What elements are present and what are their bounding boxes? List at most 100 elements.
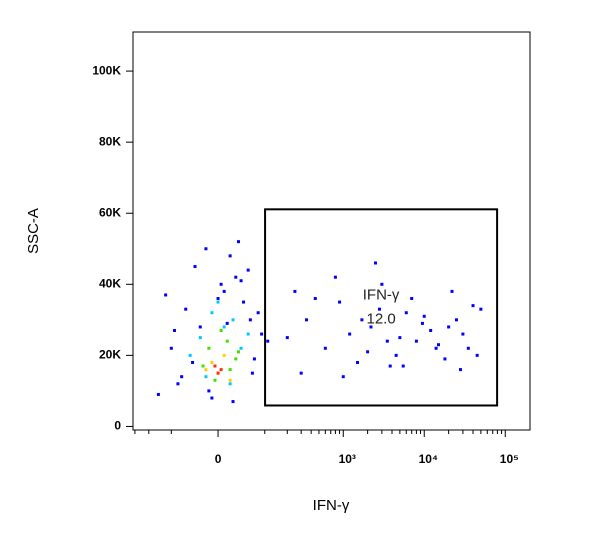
gate-name: IFN-γ xyxy=(363,286,400,303)
event-dot xyxy=(216,371,220,375)
event-dot xyxy=(385,339,389,343)
event-dot xyxy=(216,300,220,304)
event-dot xyxy=(222,353,226,357)
event-dot xyxy=(380,282,384,286)
event-dot xyxy=(443,357,447,361)
y-tick-label: 60K xyxy=(99,205,121,219)
event-dot xyxy=(164,293,168,297)
event-dot xyxy=(207,389,211,393)
event-dot xyxy=(239,279,243,283)
event-dot xyxy=(234,275,238,279)
event-dot xyxy=(236,240,240,244)
event-dot xyxy=(404,311,408,315)
event-dot xyxy=(356,360,360,364)
event-dot xyxy=(198,325,202,329)
event-dot xyxy=(222,289,226,293)
gate xyxy=(264,208,499,407)
event-dot xyxy=(373,261,377,265)
event-dot xyxy=(176,382,180,386)
event-dot xyxy=(434,346,438,350)
y-tick-label: 40K xyxy=(99,276,121,290)
event-dot xyxy=(414,339,418,343)
event-dot xyxy=(188,353,192,357)
event-dot xyxy=(429,329,433,332)
event-dot xyxy=(466,346,470,350)
event-dot xyxy=(479,307,483,311)
y-tick-label: 80K xyxy=(99,134,121,148)
event-dot xyxy=(228,368,232,372)
event-dot xyxy=(246,268,250,272)
x-tick-label: 10⁵ xyxy=(500,452,519,466)
event-dot xyxy=(228,378,232,382)
event-dot xyxy=(458,368,462,372)
event-dot xyxy=(394,353,398,357)
x-tick-label: 10³ xyxy=(339,452,356,466)
y-tick-label: 100K xyxy=(92,63,121,77)
event-dot xyxy=(256,311,260,315)
event-dot xyxy=(207,346,211,350)
x-axis-label: IFN-γ xyxy=(313,497,350,514)
event-dot xyxy=(204,375,208,379)
event-dot xyxy=(180,375,184,379)
event-dot xyxy=(198,336,202,340)
y-tick-label: 0 xyxy=(114,419,121,433)
event-dot xyxy=(410,297,414,301)
event-dot xyxy=(447,325,451,329)
event-dot xyxy=(236,350,240,354)
event-dot xyxy=(210,396,214,400)
event-dot xyxy=(420,321,424,325)
event-dot xyxy=(398,336,402,340)
event-dot xyxy=(239,346,243,350)
event-dot xyxy=(323,346,327,350)
event-dot xyxy=(184,307,188,311)
event-dot xyxy=(231,400,235,404)
event-dot xyxy=(461,332,465,336)
event-dot xyxy=(219,368,223,372)
event-dot xyxy=(250,371,254,375)
event-dot xyxy=(333,275,337,279)
event-dot xyxy=(204,368,208,372)
event-dot xyxy=(475,353,479,357)
event-dot xyxy=(252,357,256,361)
event-dot xyxy=(222,325,226,329)
event-dot xyxy=(242,300,246,304)
y-tick-label: 20K xyxy=(99,348,121,362)
event-dot xyxy=(213,364,217,368)
event-dot xyxy=(260,332,264,336)
event-dot xyxy=(210,360,214,364)
event-dot xyxy=(219,282,223,286)
gate-percent: 12.0 xyxy=(366,310,395,327)
event-dot xyxy=(369,325,373,329)
event-dot xyxy=(360,318,364,322)
event-dot xyxy=(313,297,317,301)
event-dot xyxy=(228,254,232,258)
event-dot xyxy=(228,382,232,386)
event-dot xyxy=(169,346,173,350)
event-dot xyxy=(338,300,342,304)
event-dot xyxy=(204,247,208,251)
event-dot xyxy=(266,339,270,343)
event-dot xyxy=(471,304,475,308)
event-dot xyxy=(231,318,235,322)
x-tick-label: 0 xyxy=(215,452,222,466)
event-dot xyxy=(201,364,205,368)
event-dot xyxy=(219,329,223,332)
event-dot xyxy=(156,392,160,396)
event-dot xyxy=(193,265,197,269)
event-dot xyxy=(377,307,381,311)
event-dot xyxy=(213,378,217,382)
event-dot xyxy=(216,297,220,301)
plot-frame xyxy=(132,31,531,431)
event-dot xyxy=(348,332,352,336)
event-dot xyxy=(191,360,195,364)
event-dot xyxy=(225,321,229,325)
event-dot xyxy=(401,364,405,368)
event-dot xyxy=(305,318,309,322)
event-dot xyxy=(437,343,441,347)
y-axis-label: SSC-A xyxy=(25,208,42,254)
event-dot xyxy=(341,375,345,379)
event-dot xyxy=(285,336,289,340)
event-dot xyxy=(210,311,214,315)
